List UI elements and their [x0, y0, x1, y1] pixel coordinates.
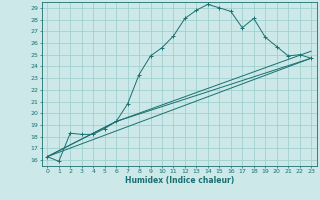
X-axis label: Humidex (Indice chaleur): Humidex (Indice chaleur): [124, 176, 234, 185]
